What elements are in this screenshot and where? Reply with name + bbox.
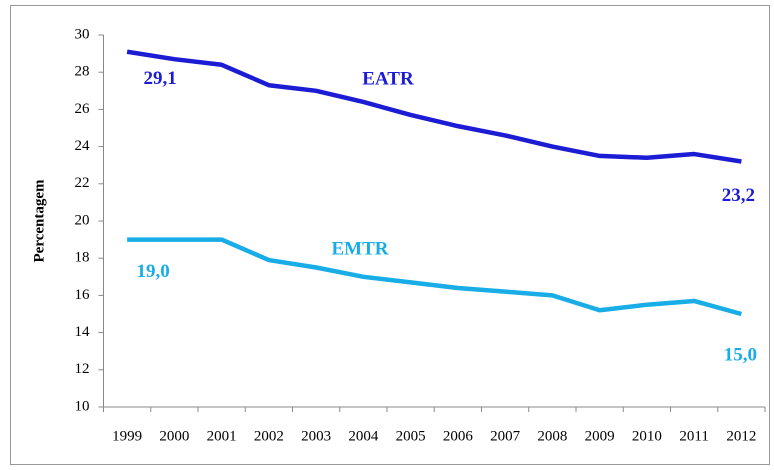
x-tick-label: 2005	[396, 428, 426, 444]
x-tick-label: 2006	[443, 428, 474, 444]
x-tick-label: 2008	[537, 428, 567, 444]
x-tick-label: 2010	[632, 428, 662, 444]
series-label: EMTR	[332, 238, 389, 259]
y-tick-label: 30	[75, 26, 90, 42]
x-tick-label: 2000	[159, 428, 189, 444]
y-tick-label: 14	[75, 324, 91, 340]
series-label: EATR	[362, 68, 414, 89]
y-axis-label: Percentagem	[31, 179, 47, 263]
x-tick-label: 2012	[726, 428, 756, 444]
x-tick-label: 2009	[585, 428, 615, 444]
data-label: 23,2	[722, 185, 755, 206]
x-tick-label: 2011	[679, 428, 708, 444]
y-tick-label: 28	[75, 64, 90, 80]
x-tick-label: 2001	[207, 428, 237, 444]
data-label: 15,0	[724, 344, 757, 365]
x-tick-label: 2007	[490, 428, 521, 444]
y-tick-label: 12	[75, 361, 90, 377]
line-series	[126, 49, 742, 164]
x-tick-label: 2002	[254, 428, 284, 444]
y-tick-label: 20	[75, 212, 90, 228]
y-tick-label: 18	[75, 250, 90, 266]
y-tick-label: 26	[75, 101, 91, 117]
x-tick-label: 2003	[301, 428, 331, 444]
y-tick-label: 16	[75, 287, 91, 303]
line-series	[127, 237, 742, 317]
x-tick-label: 1999	[112, 428, 142, 444]
chart-border	[10, 5, 770, 465]
x-tick-label: 2004	[348, 428, 379, 444]
y-tick-label: 22	[75, 175, 90, 191]
y-tick-label: 24	[75, 138, 91, 154]
data-label: 19,0	[137, 261, 170, 282]
data-label: 29,1	[144, 68, 177, 89]
y-tick-label: 10	[75, 398, 90, 414]
